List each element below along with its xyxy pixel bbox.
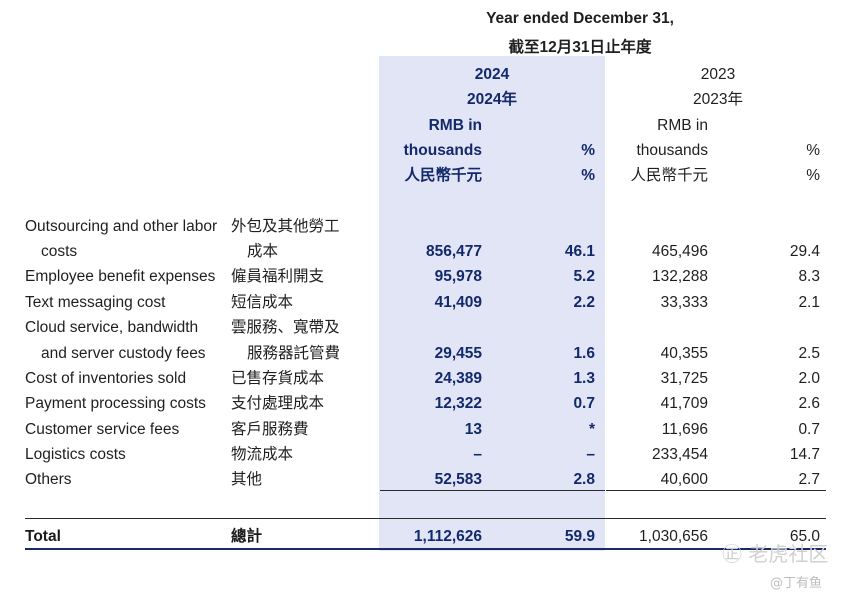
period-heading-en: Year ended December 31, xyxy=(486,10,674,27)
row-label-zh: 物流成本 xyxy=(231,446,294,463)
total-value-2023: 1,030,656 xyxy=(639,528,708,545)
row-label-en: Cloud service, bandwidth xyxy=(25,319,199,336)
col-2023-year-zh: 2023年 xyxy=(693,91,743,108)
col-2023-year: 2023 xyxy=(700,66,736,83)
row-label-en: Others xyxy=(25,471,72,488)
col-2023-unit-en-1: RMB in xyxy=(657,117,708,134)
value-2024: 41,409 xyxy=(434,294,482,311)
watermark-logo: ㊣ 老虎社区 xyxy=(722,542,829,566)
pct-2024: 46.1 xyxy=(564,243,595,260)
row-label-zh: 短信成本 xyxy=(231,294,294,311)
value-2023: 41,709 xyxy=(660,395,708,412)
total-pct-2024: 59.9 xyxy=(564,528,595,545)
col-2024-pct: % xyxy=(581,142,595,159)
col-2023-unit-en-2: thousands xyxy=(636,142,708,159)
value-2023: 40,355 xyxy=(660,345,708,362)
col-2024-pct-zh: % xyxy=(581,167,595,184)
value-2024: – xyxy=(473,446,482,463)
total-value-2024: 1,112,626 xyxy=(413,528,482,545)
value-2023: 31,725 xyxy=(660,370,708,387)
pct-2023: 2.7 xyxy=(798,471,820,488)
value-2024: 24,389 xyxy=(434,370,482,387)
value-2023: 465,496 xyxy=(651,243,708,260)
col-2023-unit-zh: 人民幣千元 xyxy=(630,167,708,184)
row-label-en-cont: and server custody fees xyxy=(41,345,206,362)
row-label-en: Customer service fees xyxy=(25,421,180,438)
subtotal-rule-2023 xyxy=(606,490,826,491)
pct-2024: 2.2 xyxy=(573,294,595,311)
row-label-zh: 其他 xyxy=(231,471,263,488)
col-2024-year-zh: 2024年 xyxy=(467,91,517,108)
value-2023: 33,333 xyxy=(660,294,708,311)
total-top-rule xyxy=(25,518,826,519)
row-label-en: Employee benefit expenses xyxy=(25,268,216,285)
value-2023: 11,696 xyxy=(661,421,708,438)
row-label-zh: 客戶服務費 xyxy=(231,421,309,438)
row-label-en: Cost of inventories sold xyxy=(25,370,187,387)
col-2024-year: 2024 xyxy=(474,66,510,83)
pct-2024: 5.2 xyxy=(573,268,595,285)
col-2023-pct-zh: % xyxy=(806,167,820,184)
row-label-zh: 支付處理成本 xyxy=(231,395,325,412)
col-2023-pct: % xyxy=(806,142,820,159)
pct-2024: 0.7 xyxy=(573,395,595,412)
watermark-handle: @丁有鱼 xyxy=(770,576,823,591)
value-2024: 29,455 xyxy=(434,345,482,362)
row-label-zh: 已售存貨成本 xyxy=(231,370,325,387)
row-label-en: Payment processing costs xyxy=(25,395,206,412)
total-pct-2023: 65.0 xyxy=(789,528,820,545)
pct-2024: 1.6 xyxy=(573,345,595,362)
pct-2023: 29.4 xyxy=(789,243,820,260)
value-2024: 12,322 xyxy=(434,395,482,412)
pct-2023: 2.1 xyxy=(798,294,820,311)
col-2024-unit-en-2: thousands xyxy=(403,142,482,159)
pct-2023: 14.7 xyxy=(789,446,820,463)
row-label-zh: 外包及其他勞工 xyxy=(231,218,340,235)
row-label-en: Logistics costs xyxy=(25,446,126,463)
row-label-en: Text messaging cost xyxy=(25,294,166,311)
pct-2024: 1.3 xyxy=(573,370,595,387)
row-label-zh: 僱員福利開支 xyxy=(231,268,325,285)
pct-2023: 2.6 xyxy=(798,395,820,412)
pct-2023: 8.3 xyxy=(798,268,820,285)
total-label-en: Total xyxy=(25,528,61,545)
pct-2024: – xyxy=(586,446,595,463)
pct-2023: 0.7 xyxy=(798,421,820,438)
col-2024-unit-zh: 人民幣千元 xyxy=(404,167,482,184)
value-2023: 40,600 xyxy=(660,471,708,488)
total-label-zh: 總計 xyxy=(231,528,263,545)
value-2024: 856,477 xyxy=(425,243,482,260)
row-label-zh-cont: 成本 xyxy=(247,243,279,260)
value-2024: 13 xyxy=(464,421,482,438)
row-label-zh-cont: 服務器託管費 xyxy=(247,345,341,362)
pct-2023: 2.5 xyxy=(798,345,820,362)
value-2024: 52,583 xyxy=(434,471,482,488)
row-label-en: Outsourcing and other labor xyxy=(25,218,218,235)
row-label-en-cont: costs xyxy=(41,243,78,260)
value-2023: 132,288 xyxy=(651,268,708,285)
value-2023: 233,454 xyxy=(651,446,708,463)
period-heading-zh: 截至12月31日止年度 xyxy=(508,39,652,56)
col-2024-unit-en-1: RMB in xyxy=(428,117,482,134)
pct-2024: * xyxy=(588,421,595,438)
fy2024-highlight-band xyxy=(379,56,605,551)
pct-2023: 2.0 xyxy=(798,370,820,387)
subtotal-rule-2024 xyxy=(380,490,605,491)
pct-2024: 2.8 xyxy=(573,471,595,488)
total-bottom-rule xyxy=(25,548,826,550)
row-label-zh: 雲服務、寬帶及 xyxy=(231,319,340,336)
value-2024: 95,978 xyxy=(434,268,482,285)
